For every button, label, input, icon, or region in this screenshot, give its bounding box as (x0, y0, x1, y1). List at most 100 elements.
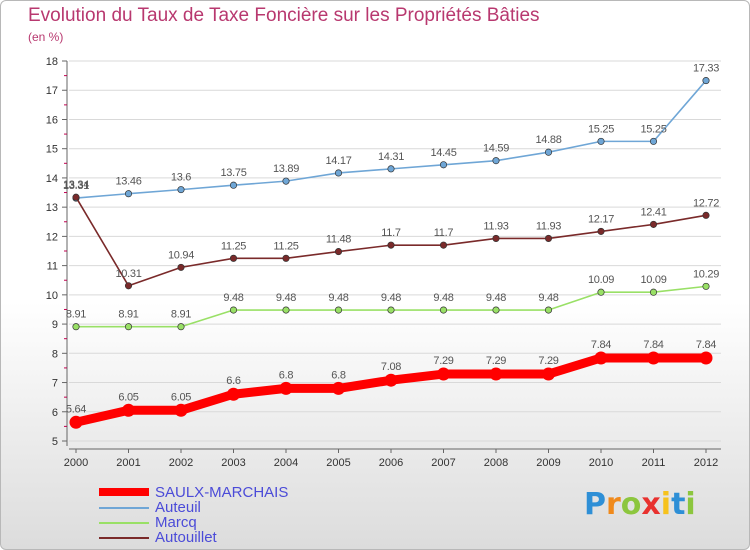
data-point (334, 306, 343, 314)
y-tick-label: 9 (52, 319, 58, 331)
x-tick-label: 2006 (379, 457, 403, 469)
data-point (282, 177, 290, 185)
data-point (544, 148, 553, 156)
data-point (649, 137, 658, 145)
legend-swatch-autouillet (99, 537, 149, 539)
y-tick-label: 16 (46, 114, 58, 126)
series-line-autouillet (75, 196, 707, 287)
data-label: 11.48 (326, 234, 351, 246)
data-point (282, 306, 290, 314)
logo-letter: i (660, 487, 672, 522)
data-point (282, 254, 290, 262)
data-point (699, 351, 713, 365)
legend-swatch-auteuil (99, 507, 149, 509)
data-point (72, 193, 80, 201)
data-label: 11.93 (536, 220, 561, 232)
data-label: 15.25 (588, 123, 614, 135)
data-label: 13.6 (171, 172, 191, 184)
data-label: 11.7 (381, 227, 401, 239)
data-point (177, 186, 185, 194)
data-label: 14.31 (378, 151, 404, 163)
data-label: 12.41 (640, 206, 666, 218)
legend-label: Auteuil (155, 499, 201, 516)
x-tick-label: 2001 (116, 457, 140, 469)
data-point (439, 306, 448, 314)
y-tick-label: 11 (47, 261, 58, 273)
data-label: 13.31 (63, 180, 89, 192)
y-tick-label: 6 (52, 407, 58, 419)
data-label: 7.08 (381, 361, 401, 373)
data-point (332, 381, 345, 395)
data-label: 9.48 (276, 292, 296, 304)
data-point (334, 248, 343, 256)
x-tick-label: 2002 (169, 457, 193, 469)
data-label: 10.94 (168, 249, 194, 261)
data-label: 10.29 (693, 268, 719, 280)
data-label: 8.91 (66, 309, 86, 321)
data-label: 13.34 (63, 179, 89, 191)
data-point (649, 288, 658, 296)
data-point (124, 323, 133, 331)
data-label: 9.48 (381, 292, 401, 304)
logo-letter: t (671, 487, 686, 522)
data-point (437, 367, 450, 381)
data-point (542, 367, 555, 381)
data-point (492, 157, 500, 165)
data-label: 11.7 (434, 227, 454, 239)
data-label: 12.72 (693, 197, 719, 209)
data-point (229, 254, 238, 262)
data-label: 6.6 (226, 375, 241, 387)
x-tick-label: 2007 (431, 457, 455, 469)
legend-swatch-saulx-marchais (99, 488, 149, 496)
y-tick-label: 7 (52, 378, 58, 390)
data-point (489, 367, 503, 381)
data-label: 10.09 (588, 274, 614, 286)
logo-letter: o (620, 487, 642, 522)
logo-letter: i (685, 487, 696, 522)
y-tick-label: 17 (46, 85, 58, 97)
data-label: 9.48 (486, 292, 506, 304)
data-label: 7.29 (433, 355, 453, 367)
logo-letter: x (641, 487, 661, 522)
y-tick-label: 18 (46, 56, 58, 68)
y-tick-label: 14 (46, 173, 58, 185)
data-point (174, 403, 188, 417)
data-point (334, 169, 343, 177)
y-tick-label: 12 (46, 231, 58, 243)
data-label: 6.8 (279, 369, 294, 381)
data-label: 5.64 (66, 403, 86, 415)
data-label: 7.84 (591, 339, 611, 351)
data-point (439, 241, 448, 249)
data-label: 10.09 (640, 274, 666, 286)
data-label: 12.17 (588, 213, 614, 225)
data-label: 10.31 (115, 268, 141, 280)
logo-letter: r (606, 487, 621, 522)
data-label: 11.25 (221, 240, 246, 252)
data-label: 14.45 (430, 147, 456, 159)
data-label: 7.84 (696, 339, 716, 351)
data-point (122, 403, 135, 417)
data-point (544, 306, 553, 314)
data-label: 9.48 (223, 292, 243, 304)
legend-label: Autouillet (155, 529, 217, 546)
data-label: 14.88 (535, 134, 561, 146)
data-point (227, 387, 240, 401)
data-label: 7.29 (486, 355, 506, 367)
data-point (279, 381, 293, 395)
data-point (124, 190, 133, 198)
y-tick-label: 13 (46, 202, 58, 214)
data-point (597, 288, 605, 296)
data-label: 8.91 (171, 309, 191, 321)
data-label: 6.05 (171, 391, 191, 403)
data-point (597, 137, 605, 145)
logo-letter: P (584, 487, 606, 522)
y-tick-label: 15 (46, 144, 58, 156)
data-label: 13.89 (273, 163, 299, 175)
data-label: 14.59 (483, 143, 509, 155)
data-point (384, 373, 398, 387)
x-tick-label: 2009 (536, 457, 560, 469)
chart-title: Evolution du Taux de Taxe Foncière sur l… (28, 5, 540, 26)
data-label: 7.84 (643, 339, 663, 351)
data-label: 13.46 (115, 176, 141, 188)
